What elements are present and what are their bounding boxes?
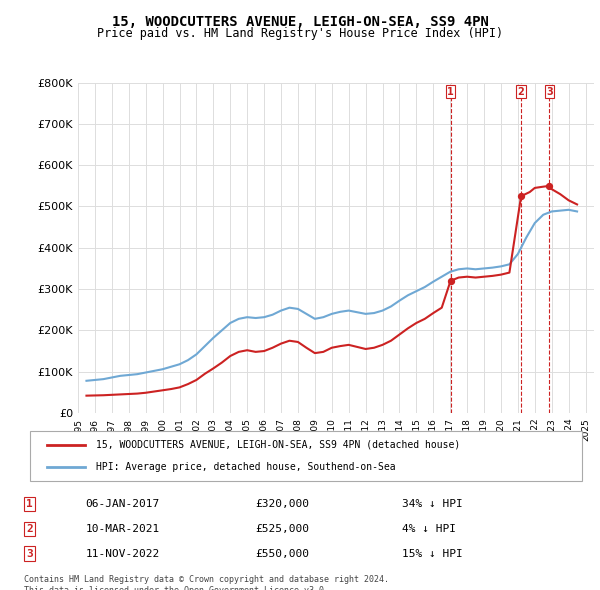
Text: 3: 3 xyxy=(26,549,32,559)
Text: £525,000: £525,000 xyxy=(255,524,309,534)
Text: 15, WOODCUTTERS AVENUE, LEIGH-ON-SEA, SS9 4PN: 15, WOODCUTTERS AVENUE, LEIGH-ON-SEA, SS… xyxy=(112,15,488,29)
Text: 34% ↓ HPI: 34% ↓ HPI xyxy=(401,499,462,509)
Text: 3: 3 xyxy=(546,87,553,97)
Text: 11-NOV-2022: 11-NOV-2022 xyxy=(86,549,160,559)
Point xyxy=(516,191,526,201)
Text: 06-JAN-2017: 06-JAN-2017 xyxy=(86,499,160,509)
Point xyxy=(446,276,455,286)
Text: £320,000: £320,000 xyxy=(255,499,309,509)
FancyBboxPatch shape xyxy=(30,431,582,481)
Text: 1: 1 xyxy=(26,499,32,509)
Text: 2: 2 xyxy=(26,524,32,534)
Text: HPI: Average price, detached house, Southend-on-Sea: HPI: Average price, detached house, Sout… xyxy=(96,462,396,472)
Text: 2: 2 xyxy=(518,87,524,97)
Text: 10-MAR-2021: 10-MAR-2021 xyxy=(86,524,160,534)
Text: 15% ↓ HPI: 15% ↓ HPI xyxy=(401,549,462,559)
Text: Price paid vs. HM Land Registry's House Price Index (HPI): Price paid vs. HM Land Registry's House … xyxy=(97,27,503,40)
Text: 15, WOODCUTTERS AVENUE, LEIGH-ON-SEA, SS9 4PN (detached house): 15, WOODCUTTERS AVENUE, LEIGH-ON-SEA, SS… xyxy=(96,440,460,450)
Text: 4% ↓ HPI: 4% ↓ HPI xyxy=(401,524,455,534)
Point xyxy=(545,181,554,191)
Text: Contains HM Land Registry data © Crown copyright and database right 2024.
This d: Contains HM Land Registry data © Crown c… xyxy=(24,575,389,590)
Text: £550,000: £550,000 xyxy=(255,549,309,559)
Text: 1: 1 xyxy=(447,87,454,97)
